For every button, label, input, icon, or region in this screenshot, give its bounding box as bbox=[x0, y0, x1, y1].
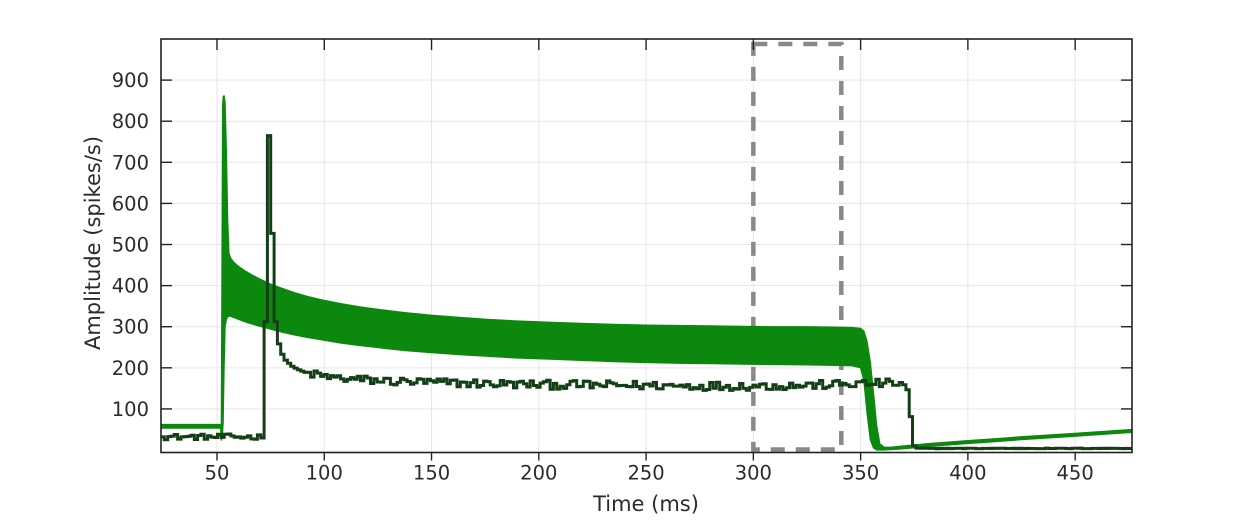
series-onset-band bbox=[160, 95, 1133, 451]
x-tick-label: 350 bbox=[842, 462, 879, 485]
y-tick-label: 800 bbox=[112, 110, 149, 133]
series-sustained-noisy-line bbox=[161, 134, 1132, 451]
y-axis-label: Amplitude (spikes/s) bbox=[81, 135, 105, 351]
y-tick-label: 300 bbox=[112, 316, 149, 339]
x-tick-label: 300 bbox=[735, 462, 772, 485]
x-tick-label: 100 bbox=[306, 462, 343, 485]
x-tick-label: 250 bbox=[627, 462, 664, 485]
x-tick-label: 450 bbox=[1057, 462, 1094, 485]
analysis-window-rect bbox=[751, 41, 844, 452]
y-tick-label: 400 bbox=[112, 275, 149, 298]
y-tick-label: 500 bbox=[112, 234, 149, 257]
y-tick-label: 100 bbox=[112, 398, 149, 421]
y-tick-label: 700 bbox=[112, 151, 149, 174]
x-axis-label: Time (ms) bbox=[593, 492, 699, 516]
x-tick-label: 150 bbox=[413, 462, 450, 485]
x-tick-label: 400 bbox=[949, 462, 986, 485]
y-tick-label: 600 bbox=[112, 192, 149, 215]
x-tick-label: 50 bbox=[205, 462, 230, 485]
y-tick-label: 200 bbox=[112, 357, 149, 380]
x-tick-label: 200 bbox=[520, 462, 557, 485]
y-tick-label: 900 bbox=[112, 69, 149, 92]
